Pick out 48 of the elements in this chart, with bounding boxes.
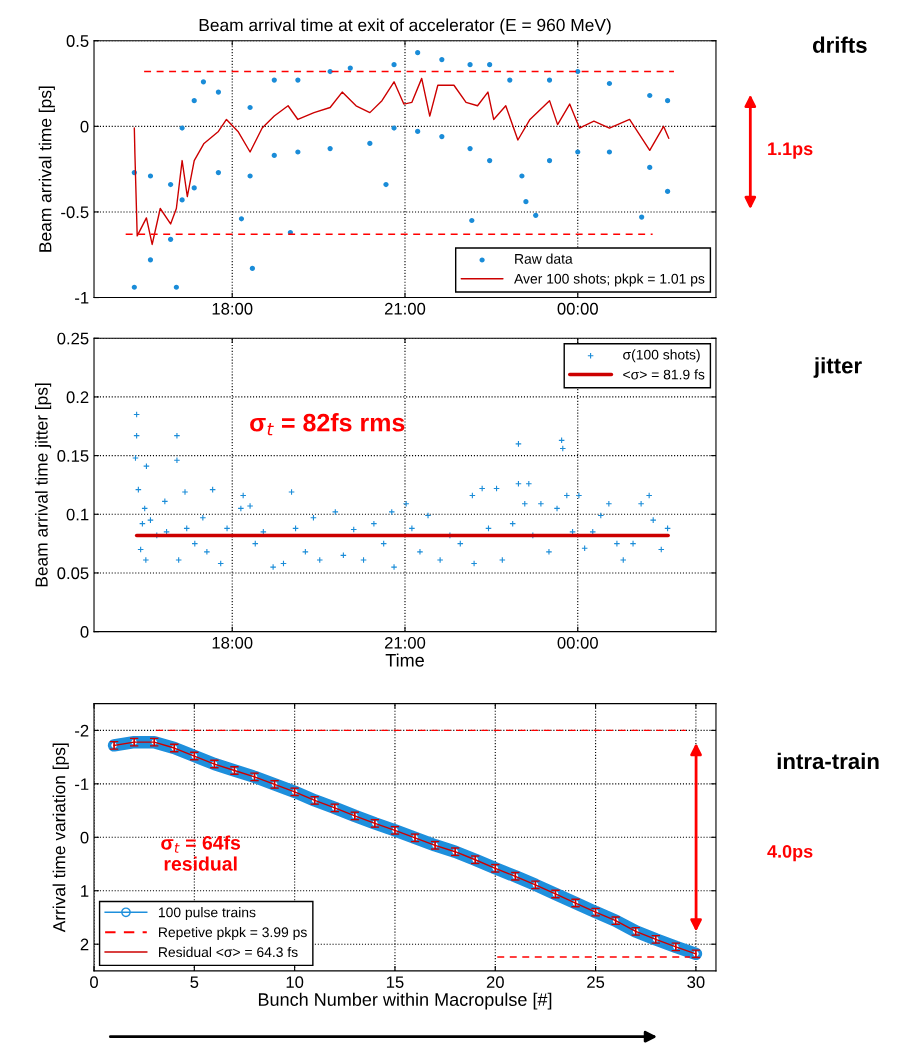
legend-label: 100 pulse trains bbox=[158, 907, 256, 921]
y-tick-label: -2 bbox=[75, 724, 89, 737]
x-tick-label: 0 bbox=[90, 976, 98, 989]
x-tick-label: 15 bbox=[386, 976, 404, 989]
x-tick-label: 30 bbox=[687, 976, 705, 989]
legend-label: <σ> = 81.9 fs bbox=[623, 369, 705, 380]
x-tick-label: 00:00 bbox=[557, 636, 598, 649]
text: intra-train bbox=[777, 752, 879, 770]
x-tick-label: 25 bbox=[587, 976, 605, 989]
chart-title: Beam arrival time at exit of accelerator (E = 960 MeV) bbox=[199, 18, 611, 35]
y-tick-label: 0.05 bbox=[57, 567, 89, 580]
x-tick-label: 10 bbox=[286, 976, 304, 989]
text: jitter bbox=[813, 357, 862, 378]
y-tick-label: 1 bbox=[81, 885, 89, 897]
y-tick-label: -1 bbox=[75, 778, 89, 790]
y-tick-label: 2 bbox=[80, 938, 89, 951]
x-tick-label: 00:00 bbox=[557, 302, 598, 315]
y-tick-label: -0.5 bbox=[61, 206, 89, 219]
y-tick-label: 0.5 bbox=[66, 35, 89, 47]
x-tick-label: 5 bbox=[190, 976, 199, 989]
x-tick-label: 21:00 bbox=[384, 636, 426, 649]
legend-label: Repetive pkpk = 3.99 ps bbox=[159, 926, 307, 940]
x-tick-label: 20 bbox=[486, 976, 504, 989]
x-tick-label: 18:00 bbox=[212, 636, 253, 649]
y-tick-label: 0.25 bbox=[57, 332, 89, 345]
y-tick-label: 0.2 bbox=[66, 391, 89, 404]
y-tick-label: 0.15 bbox=[57, 450, 89, 462]
y-tick-label: 0 bbox=[80, 120, 89, 133]
legend-label: σ(100 shots) bbox=[623, 349, 700, 363]
x-tick-label: 21:00 bbox=[384, 302, 426, 315]
annotation: σ$_{t}$ = 64fs residual bbox=[161, 835, 241, 871]
x-axis-title: Time bbox=[385, 653, 424, 667]
y-tick-label: 0 bbox=[80, 626, 89, 638]
text: drifts bbox=[812, 36, 867, 53]
y-tick-label: 0.1 bbox=[66, 508, 89, 521]
text: 4.0ps bbox=[767, 845, 813, 862]
text: 1.1ps bbox=[768, 142, 813, 159]
legend-label: Aver 100 shots; pkpk = 1.01 ps bbox=[514, 273, 705, 287]
y-tick-label: -1 bbox=[75, 292, 89, 304]
x-axis-title: Bunch Number within Macropulse [#] bbox=[258, 992, 552, 1010]
legend-label: Residual <σ> = 64.3 fs bbox=[159, 946, 298, 958]
y-tick-label: 0 bbox=[80, 831, 89, 844]
y-axis-title: Arrival time variation [ps] bbox=[52, 743, 69, 933]
y-axis-title: Beam arrival time jitter [ps] bbox=[34, 383, 52, 587]
x-tick-label: 18:00 bbox=[212, 302, 253, 315]
annotation: σ$_{t}$ = 82fs rms bbox=[250, 413, 405, 436]
legend-label: Raw data bbox=[515, 253, 573, 264]
y-axis-title: Beam arrival time [ps] bbox=[38, 86, 55, 252]
